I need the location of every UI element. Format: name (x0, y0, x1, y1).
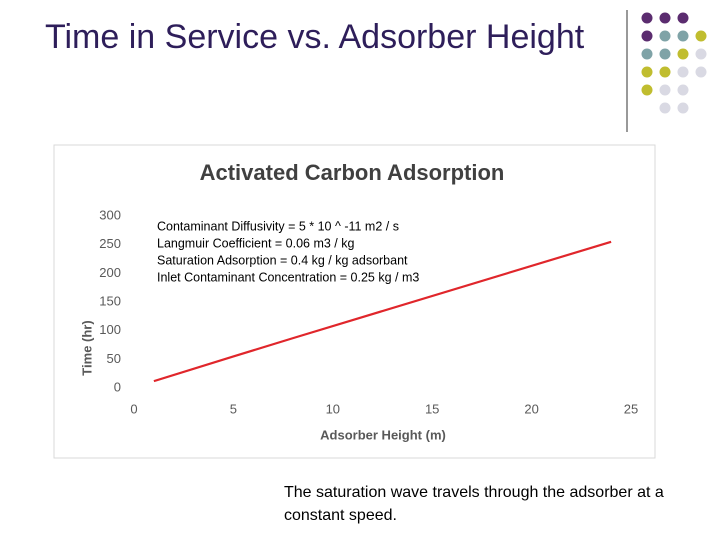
annotation: Saturation Adsorption = 0.4 kg / kg adso… (157, 253, 408, 267)
slide-title: Time in Service vs. Adsorber Height (45, 18, 585, 56)
y-tick-label: 0 (114, 379, 121, 394)
y-tick-label: 50 (107, 351, 121, 366)
data-line (153, 240, 612, 383)
x-tick-label: 0 (130, 401, 137, 416)
x-axis-label: Adsorber Height (m) (320, 427, 446, 442)
x-tick-label: 25 (624, 401, 638, 416)
y-axis-label: Time (hr) (79, 320, 94, 375)
x-tick-label: 15 (425, 401, 439, 416)
y-tick-label: 100 (99, 322, 121, 337)
chart-frame (53, 144, 656, 459)
x-tick-label: 10 (326, 401, 340, 416)
annotation: Inlet Contaminant Concentration = 0.25 k… (157, 270, 419, 284)
y-tick-label: 150 (99, 293, 121, 308)
y-tick-label: 250 (99, 236, 121, 251)
annotation: Contaminant Diffusivity = 5 * 10 ^ -11 m… (157, 219, 399, 233)
chart-title: Activated Carbon Adsorption (200, 160, 505, 185)
annotation: Langmuir Coefficient = 0.06 m3 / kg (157, 236, 354, 250)
decor-dots (641, 12, 707, 114)
chart: Activated Carbon Adsorption Adsorber Hei… (53, 10, 707, 459)
x-tick-label: 20 (524, 401, 538, 416)
y-tick-label: 200 (99, 265, 121, 280)
x-tick-label: 5 (230, 401, 237, 416)
y-tick-label: 300 (99, 207, 121, 222)
caption: The saturation wave travels through the … (284, 484, 664, 524)
